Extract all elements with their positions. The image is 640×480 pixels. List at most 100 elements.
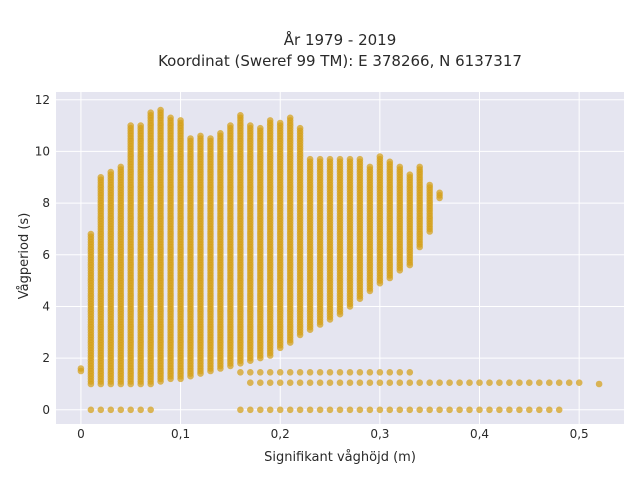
data-point (516, 406, 523, 414)
data-point (486, 379, 493, 387)
axis-ticks: 0 0,1 0,2 0,3 0,4 0,5 0 2 4 6 8 10 12 (35, 93, 589, 441)
data-point (346, 379, 354, 387)
data-point (526, 406, 533, 414)
data-point (257, 379, 264, 387)
data-point (396, 163, 404, 171)
data-point (276, 379, 284, 387)
data-point (326, 369, 334, 376)
y-axis-title: Vågperiod (s) (17, 213, 32, 300)
data-point (376, 369, 384, 376)
data-point (266, 379, 274, 387)
data-point (316, 369, 324, 376)
data-point (356, 369, 364, 376)
data-point (107, 168, 115, 176)
data-point (237, 112, 244, 119)
data-point (276, 369, 284, 376)
data-point (247, 406, 254, 414)
data-point (386, 379, 394, 387)
data-point (396, 379, 404, 387)
data-point (257, 406, 264, 414)
data-point (97, 174, 105, 181)
data-point (336, 406, 344, 414)
data-point (456, 406, 463, 414)
data-point (546, 379, 553, 387)
data-point (536, 406, 543, 414)
data-point (296, 379, 304, 387)
data-point (187, 135, 194, 142)
data-point (426, 406, 434, 414)
data-point (496, 379, 503, 387)
y-tick-label: 2 (42, 351, 50, 365)
y-tick-label: 0 (42, 403, 50, 417)
data-point (306, 155, 314, 163)
data-point (436, 189, 443, 197)
data-point (237, 369, 244, 376)
data-point (416, 379, 424, 387)
y-tick-label: 4 (42, 299, 50, 313)
data-point (316, 379, 324, 387)
data-point (117, 163, 125, 171)
data-point (376, 379, 384, 387)
data-point (406, 171, 414, 178)
data-point (396, 369, 404, 376)
data-point (436, 406, 443, 414)
data-point (466, 406, 473, 414)
data-point (396, 406, 404, 414)
data-point (366, 379, 374, 387)
x-tick-label: 0,2 (271, 427, 290, 441)
data-point (286, 406, 294, 414)
data-point (466, 379, 473, 387)
data-point (316, 406, 324, 414)
chart-subtitle: Koordinat (Sweref 99 TM): E 378266, N 61… (158, 52, 522, 70)
y-tick-label: 8 (42, 196, 50, 210)
data-point (356, 379, 364, 387)
data-point (306, 406, 314, 414)
chart-title: År 1979 - 2019 (284, 30, 397, 49)
data-point (446, 406, 453, 414)
data-point (286, 379, 294, 387)
data-point (276, 119, 284, 127)
data-point (336, 155, 344, 163)
data-point (227, 122, 234, 129)
data-point (316, 155, 324, 163)
data-point (296, 369, 304, 376)
data-point (257, 369, 264, 376)
data-point (436, 379, 443, 387)
data-point (117, 406, 125, 414)
data-point (386, 406, 394, 414)
data-point (426, 181, 434, 189)
data-point (306, 369, 314, 376)
data-point (326, 155, 334, 163)
data-point (137, 122, 144, 129)
data-point (406, 369, 414, 376)
data-point (87, 406, 95, 414)
y-tick-label: 10 (35, 144, 50, 158)
data-point (565, 379, 573, 387)
y-tick-label: 6 (42, 248, 50, 262)
data-point (386, 369, 394, 376)
data-point (237, 406, 244, 414)
data-point (486, 406, 493, 414)
x-tick-label: 0,3 (370, 427, 389, 441)
data-point (346, 155, 354, 163)
data-point (197, 132, 204, 140)
data-point (575, 379, 583, 387)
data-point (416, 163, 424, 171)
data-point (476, 379, 483, 387)
data-point (147, 109, 154, 116)
data-point (127, 122, 134, 129)
data-point (326, 379, 334, 387)
data-point (77, 365, 85, 372)
data-point (157, 106, 164, 114)
x-tick-label: 0,4 (470, 427, 489, 441)
data-point (147, 406, 154, 414)
data-point (506, 379, 513, 387)
data-point (257, 124, 264, 132)
data-point (266, 406, 274, 414)
data-point (496, 406, 503, 414)
data-point (546, 406, 553, 414)
data-points (77, 106, 603, 414)
data-point (266, 369, 274, 376)
